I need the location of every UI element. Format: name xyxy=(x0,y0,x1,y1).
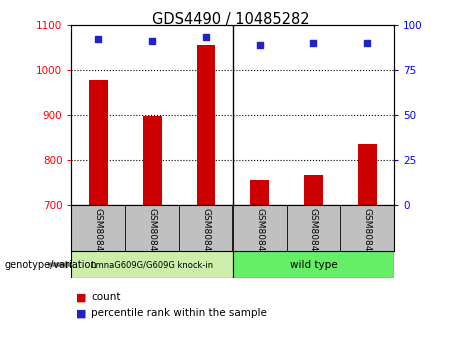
Text: GDS4490 / 10485282: GDS4490 / 10485282 xyxy=(152,12,309,27)
Point xyxy=(364,40,371,46)
Text: GSM808407: GSM808407 xyxy=(309,207,318,263)
Text: wild type: wild type xyxy=(290,259,337,270)
Point xyxy=(310,40,317,46)
Bar xyxy=(196,45,215,205)
Text: ■: ■ xyxy=(76,292,87,302)
Point xyxy=(148,38,156,44)
Text: genotype/variation: genotype/variation xyxy=(5,259,97,270)
Bar xyxy=(89,80,108,205)
Bar xyxy=(143,116,161,205)
Bar xyxy=(250,181,269,205)
Text: count: count xyxy=(91,292,121,302)
Text: GSM808406: GSM808406 xyxy=(255,207,264,263)
Point xyxy=(95,36,102,42)
Bar xyxy=(358,144,377,205)
Bar xyxy=(233,251,394,278)
Text: GSM808403: GSM808403 xyxy=(94,207,103,263)
Text: GSM808404: GSM808404 xyxy=(148,207,157,262)
Point xyxy=(202,35,210,40)
Text: LmnaG609G/G609G knock-in: LmnaG609G/G609G knock-in xyxy=(91,260,213,269)
Text: GSM808408: GSM808408 xyxy=(363,207,372,263)
Text: ■: ■ xyxy=(76,308,87,318)
Bar xyxy=(71,251,233,278)
Text: percentile rank within the sample: percentile rank within the sample xyxy=(91,308,267,318)
Bar xyxy=(304,175,323,205)
Point xyxy=(256,42,263,47)
Text: GSM808405: GSM808405 xyxy=(201,207,210,263)
